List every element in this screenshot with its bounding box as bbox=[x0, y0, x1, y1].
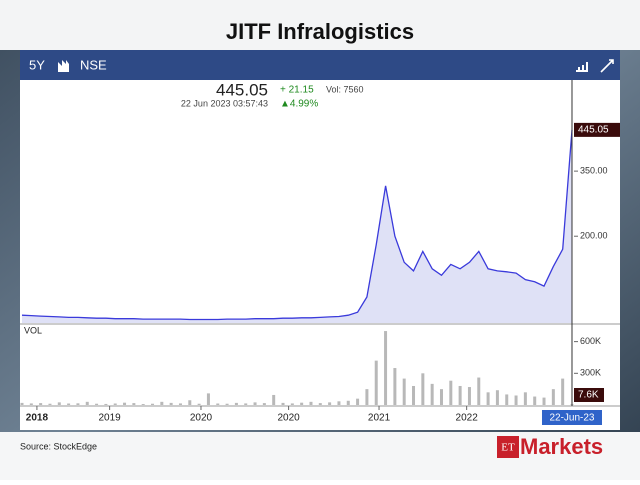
x-tick-label: 2020 bbox=[190, 413, 213, 424]
x-tick-label: 2018 bbox=[26, 413, 49, 424]
price-line bbox=[21, 129, 573, 321]
volume-bar bbox=[188, 400, 192, 405]
exchange-button[interactable]: NSE bbox=[80, 57, 107, 72]
toolbar bbox=[20, 50, 620, 80]
volume-bar bbox=[439, 389, 443, 405]
y-tick-label: 300K bbox=[580, 368, 601, 378]
last-price-label: 445.05 bbox=[578, 125, 609, 136]
volume-bar bbox=[467, 387, 471, 405]
volume-bar bbox=[160, 401, 164, 405]
volume-bar bbox=[421, 373, 425, 405]
volume-bar bbox=[290, 403, 294, 405]
volume-bar bbox=[123, 402, 127, 405]
volume-bar bbox=[272, 394, 276, 405]
volume-bar bbox=[551, 389, 555, 405]
last-volume-box bbox=[574, 388, 604, 402]
volume-bar bbox=[206, 393, 210, 405]
last-volume-label: 7.6K bbox=[578, 390, 599, 401]
volume-bar bbox=[244, 403, 248, 405]
volume-bar bbox=[365, 389, 369, 405]
volume-bar bbox=[141, 404, 145, 405]
volume-bar bbox=[449, 380, 453, 405]
cursor-date-box bbox=[541, 410, 602, 425]
logo-badge bbox=[497, 436, 519, 458]
x-tick-label: 2022 bbox=[456, 413, 479, 424]
last-price-box bbox=[574, 122, 620, 137]
volume-bar bbox=[151, 403, 155, 405]
volume-bar bbox=[29, 403, 33, 405]
quote-volume: Vol: 7560 bbox=[326, 84, 364, 94]
logo-name: Markets bbox=[520, 434, 603, 459]
volume-bar bbox=[225, 403, 229, 405]
volume-bar bbox=[104, 403, 108, 405]
volume-bar bbox=[523, 392, 527, 405]
x-tick-label: 2021 bbox=[368, 413, 391, 424]
volume-bar bbox=[384, 331, 388, 405]
volume-bar bbox=[309, 401, 313, 405]
y-tick-label: 200.00 bbox=[580, 231, 608, 241]
volume-bar bbox=[262, 403, 266, 405]
volume-bar bbox=[20, 402, 24, 405]
volume-bar bbox=[430, 383, 434, 405]
volume-bar bbox=[412, 385, 416, 405]
volume-bar bbox=[300, 402, 304, 405]
volume-bar bbox=[48, 403, 52, 405]
source: Source: StockEdge bbox=[20, 441, 97, 451]
volume-title: VOL bbox=[24, 325, 42, 335]
volume-bar bbox=[216, 403, 220, 405]
volume-bar bbox=[495, 390, 499, 405]
volume-bar bbox=[197, 403, 201, 405]
quote-percent: ▲4.99% bbox=[280, 99, 318, 110]
indicator-icon[interactable] bbox=[576, 62, 588, 72]
volume-bar bbox=[477, 377, 481, 405]
volume-bar bbox=[346, 400, 350, 405]
page-title: JITF Infralogistics bbox=[226, 19, 414, 44]
volume-bar bbox=[514, 395, 518, 405]
volume-bar bbox=[85, 401, 89, 405]
volume-bar bbox=[337, 401, 341, 405]
quote-change: + 21.15 bbox=[280, 85, 314, 96]
volume-bar bbox=[318, 403, 322, 405]
chart-type-icon[interactable] bbox=[58, 60, 69, 72]
y-tick-label: 350.00 bbox=[580, 166, 608, 176]
volume-bar bbox=[505, 394, 509, 405]
volume-bar bbox=[132, 403, 136, 405]
volume-bar bbox=[57, 402, 61, 405]
volume-bar bbox=[402, 378, 406, 405]
volume-bar bbox=[561, 378, 565, 405]
volume-bar bbox=[281, 402, 285, 405]
footer-band bbox=[0, 432, 640, 480]
volume-bar bbox=[458, 385, 462, 405]
period-button[interactable]: 5Y bbox=[29, 57, 45, 72]
logo-prefix: ET bbox=[501, 442, 515, 454]
volume-bar bbox=[95, 403, 99, 405]
volume-bar bbox=[76, 403, 80, 405]
volume-bar bbox=[328, 402, 332, 405]
volume-bar bbox=[374, 360, 378, 405]
volume-bar bbox=[253, 402, 257, 405]
volume-bar bbox=[169, 402, 173, 405]
volume-bar bbox=[113, 403, 117, 405]
volume-bar bbox=[234, 402, 238, 405]
x-tick-label: 2019 bbox=[99, 413, 122, 424]
price-area bbox=[22, 129, 572, 323]
volume-bar bbox=[356, 398, 360, 405]
volume-bar bbox=[533, 396, 537, 405]
volume-bar bbox=[393, 368, 397, 405]
volume-bar bbox=[542, 397, 546, 405]
quote-price: 445.05 bbox=[216, 80, 268, 99]
volume-bar bbox=[486, 392, 490, 405]
expand-icon[interactable] bbox=[600, 59, 614, 73]
x-tick-label: 2020 bbox=[277, 413, 300, 424]
chart-panel bbox=[20, 50, 620, 430]
volume-bar bbox=[67, 403, 71, 405]
title-band bbox=[0, 0, 640, 50]
y-tick-label: 600K bbox=[580, 336, 601, 346]
volume-bar bbox=[178, 403, 182, 405]
quote-time: 22 Jun 2023 03:57:43 bbox=[181, 98, 268, 108]
volume-bar bbox=[39, 403, 43, 405]
cursor-date: 22-Jun-23 bbox=[549, 413, 594, 424]
